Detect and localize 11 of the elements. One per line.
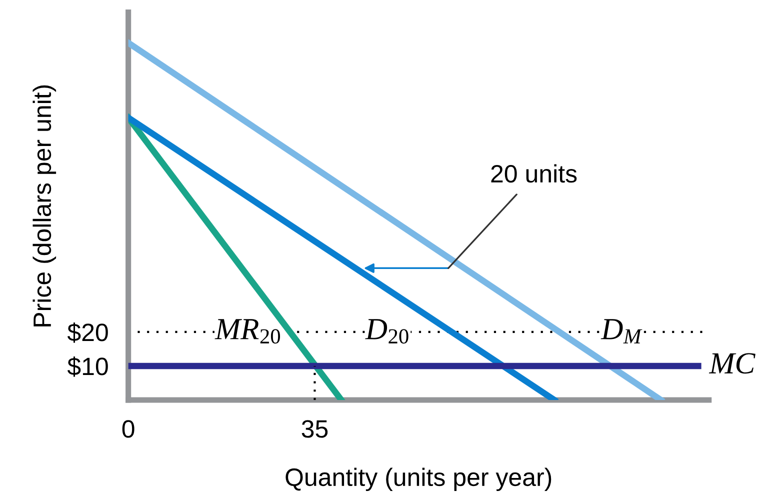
series-label: MC: [708, 353, 756, 374]
x-tick-label: 35: [302, 420, 328, 438]
y-axis-title: Price (dollars per unit): [32, 85, 56, 326]
x-tick-label: 0: [122, 420, 134, 438]
y-tick-label: $20: [67, 322, 108, 343]
series-label: D$_{20}$: [365, 319, 408, 344]
y-tick-label: $10: [67, 356, 108, 377]
annotation: 20 units: [491, 164, 577, 183]
series-label: MR$_{20}$: [214, 319, 280, 344]
x-axis-title: Quantity (units per year): [286, 468, 552, 492]
series-label: D$_{M}$: [600, 319, 642, 344]
